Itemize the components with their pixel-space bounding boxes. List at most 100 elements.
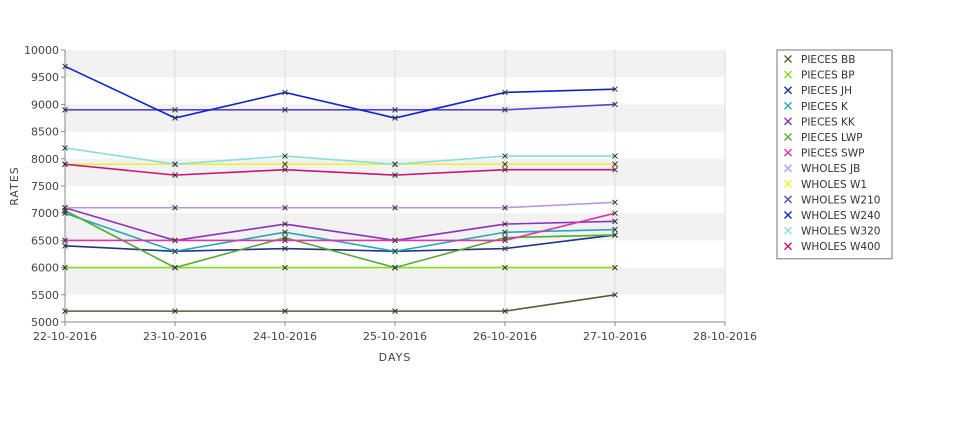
data-point (612, 161, 618, 168)
data-point (282, 237, 288, 244)
data-point (392, 115, 398, 121)
data-point (612, 210, 618, 217)
y-tick-label: 9000 (31, 98, 59, 111)
series-line (64, 206, 616, 242)
data-point (612, 264, 618, 271)
data-point (502, 229, 508, 236)
y-tick-label: 8500 (31, 126, 59, 139)
legend-marker (784, 133, 792, 141)
legend-label: WHOLES JB (801, 163, 860, 175)
y-tick-label: 6000 (31, 262, 59, 275)
data-point (172, 204, 178, 211)
data-point (282, 166, 288, 173)
x-tick-label: 24-10-2016 (253, 330, 317, 343)
data-point (392, 308, 398, 314)
legend-marker (784, 242, 792, 251)
data-point (62, 145, 68, 151)
legend-marker (784, 164, 792, 173)
x-tick-label: 28-10-2016 (693, 330, 757, 343)
y-tick-label: 5000 (31, 316, 59, 329)
data-point (172, 115, 178, 121)
series-line (64, 147, 615, 166)
data-point (282, 245, 288, 252)
y-tick-label: 6500 (31, 234, 59, 247)
data-point (282, 221, 288, 227)
data-point (502, 264, 508, 271)
legend-label: WHOLES W320 (801, 226, 880, 238)
series-line (64, 163, 615, 176)
legend-marker (784, 179, 792, 188)
series-line (64, 212, 616, 253)
data-point (392, 237, 398, 244)
data-point (282, 229, 288, 236)
data-point (612, 199, 618, 206)
legend-label: PIECES BP (801, 70, 855, 82)
data-point (172, 264, 178, 271)
data-point (282, 161, 288, 168)
x-tick-label: 22-10-2016 (33, 330, 97, 343)
y-tick-label: 7500 (31, 180, 59, 193)
legend-marker (784, 117, 792, 126)
data-point (62, 264, 68, 271)
data-point (172, 308, 178, 314)
y-tick-label: 5500 (31, 289, 59, 302)
legend-label: PIECES SWP (801, 148, 864, 160)
y-tick-label: 9500 (31, 71, 59, 84)
y-axis-label: RATES (8, 166, 21, 206)
data-point (502, 308, 508, 314)
data-point (62, 204, 68, 211)
data-point (612, 86, 618, 93)
legend-label: PIECES K (801, 101, 849, 113)
data-point (282, 153, 288, 159)
legend-box (776, 49, 893, 260)
legend-label: PIECES BB (801, 54, 855, 66)
data-point (612, 153, 618, 159)
y-tick-label: 7000 (31, 207, 59, 220)
data-point (282, 308, 288, 314)
data-point (502, 245, 508, 252)
data-point (502, 204, 508, 211)
data-point (172, 172, 178, 178)
data-point (502, 166, 508, 173)
data-point (392, 161, 398, 168)
data-point (392, 264, 398, 271)
data-point (392, 248, 398, 255)
data-point (612, 218, 618, 225)
data-point (62, 237, 68, 244)
legend-label: PIECES LWP (801, 132, 863, 144)
series-line (65, 294, 616, 312)
legend-marker (784, 226, 792, 235)
data-point (62, 308, 68, 314)
data-point (62, 161, 68, 168)
data-point (62, 242, 68, 249)
data-point (612, 166, 618, 173)
x-tick-label: 25-10-2016 (363, 330, 427, 343)
data-point (612, 101, 618, 108)
legend-label: PIECES KK (801, 116, 856, 128)
data-point (502, 89, 508, 96)
x-tick-label: 26-10-2016 (473, 330, 537, 343)
x-tick-label: 27-10-2016 (583, 330, 647, 343)
data-point (62, 106, 68, 113)
legend-label: WHOLES W210 (801, 194, 880, 206)
data-point (502, 221, 508, 227)
series-line (65, 201, 616, 209)
legend-label: PIECES JH (801, 85, 852, 97)
legend-label: WHOLES W1 (801, 179, 867, 191)
data-point (502, 237, 508, 244)
data-point (172, 237, 178, 244)
legend-marker (784, 55, 792, 63)
data-point (282, 204, 288, 211)
data-point (502, 106, 508, 113)
series-line (64, 65, 616, 119)
legend-label: WHOLES W400 (801, 241, 880, 253)
data-point (392, 204, 398, 211)
x-tick-label: 23-10-2016 (143, 330, 207, 343)
legend-label: WHOLES W240 (801, 210, 880, 222)
legend-marker (784, 86, 792, 95)
data-point (392, 172, 398, 178)
legend-marker (784, 211, 792, 219)
data-point (172, 161, 178, 168)
